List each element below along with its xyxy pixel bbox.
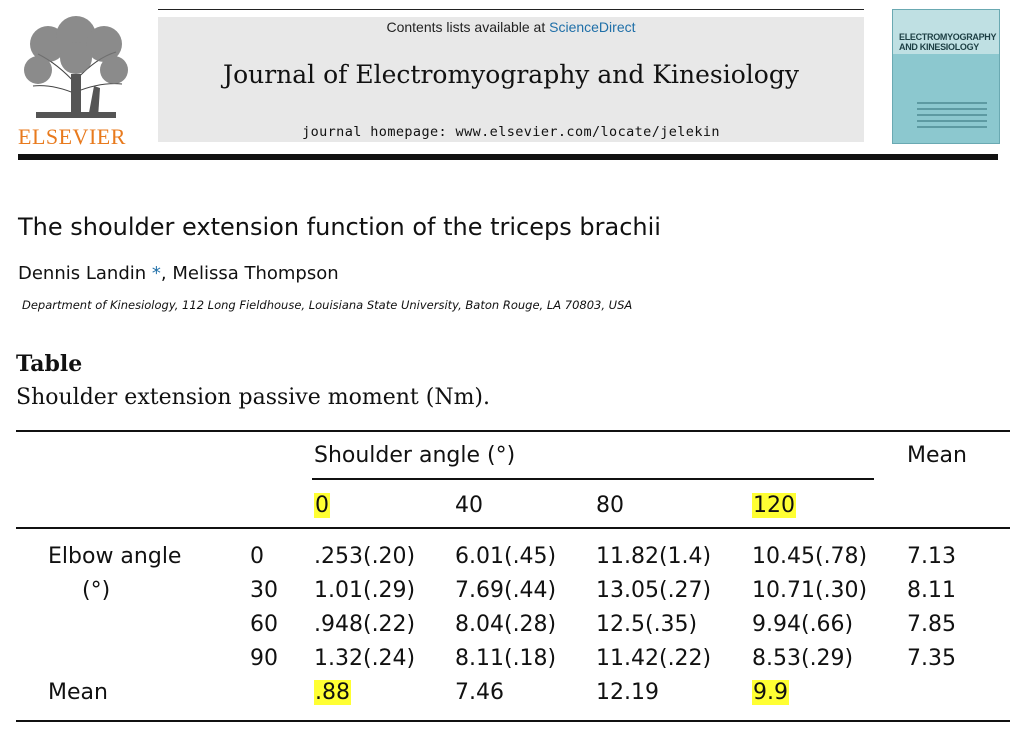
column-mean-120: 9.9 bbox=[752, 680, 789, 705]
table-header-rule bbox=[16, 527, 1010, 529]
table-cell: 11.82(1.4) bbox=[596, 544, 712, 569]
row-mean: 7.35 bbox=[907, 646, 956, 671]
table-cell: 1.32(.24) bbox=[314, 646, 416, 671]
table-cell: 10.71(.30) bbox=[752, 578, 868, 603]
table-cell: 9.94(.66) bbox=[752, 612, 854, 637]
row-mean: 8.11 bbox=[907, 578, 956, 603]
elbow-angle-value: 30 bbox=[250, 578, 278, 603]
row-mean: 7.13 bbox=[907, 544, 956, 569]
table-cell: 13.05(.27) bbox=[596, 578, 712, 603]
author-affiliation: Department of Kinesiology, 112 Long Fiel… bbox=[22, 298, 633, 312]
column-mean-40: 7.46 bbox=[455, 680, 504, 705]
shoulder-angle-40-header: 40 bbox=[455, 493, 483, 518]
table-top-rule bbox=[16, 430, 1010, 432]
row-mean: 7.85 bbox=[907, 612, 956, 637]
elbow-angle-value: 0 bbox=[250, 544, 264, 569]
mean-column-header: Mean bbox=[907, 443, 967, 468]
table-cell: 10.45(.78) bbox=[752, 544, 868, 569]
author-list: Dennis Landin *, Melissa Thompson bbox=[18, 263, 339, 284]
column-mean-80: 12.19 bbox=[596, 680, 659, 705]
journal-homepage-link[interactable]: journal homepage: www.elsevier.com/locat… bbox=[302, 124, 720, 140]
shoulder-angle-120-header: 120 bbox=[752, 493, 796, 518]
cover-title: ELECTROMYOGRAPHY AND KINESIOLOGY bbox=[899, 32, 997, 52]
header-bottom-rule bbox=[18, 154, 998, 160]
elbow-angle-value: 60 bbox=[250, 612, 278, 637]
sciencedirect-link[interactable]: ScienceDirect bbox=[549, 19, 636, 35]
contents-line: Contents lists available at ScienceDirec… bbox=[158, 19, 864, 35]
table-cell: 6.01(.45) bbox=[455, 544, 557, 569]
elbow-angle-label: Elbow angle bbox=[48, 544, 182, 569]
contents-prefix: Contents lists available at bbox=[386, 19, 550, 35]
journal-title: Journal of Electromyography and Kinesiol… bbox=[223, 60, 799, 89]
article-title: The shoulder extension function of the t… bbox=[18, 213, 661, 241]
publisher-name: ELSEVIER bbox=[18, 124, 126, 149]
author-name[interactable]: Melissa Thompson bbox=[172, 263, 339, 284]
table-label: Table bbox=[16, 351, 83, 377]
table-cell: 8.04(.28) bbox=[455, 612, 557, 637]
table-cell: 11.42(.22) bbox=[596, 646, 712, 671]
table-bottom-rule bbox=[16, 720, 1010, 722]
table-cell: 7.69(.44) bbox=[455, 578, 557, 603]
shoulder-angle-header: Shoulder angle (°) bbox=[314, 443, 516, 468]
shoulder-span-rule bbox=[312, 478, 874, 480]
table-cell: 8.11(.18) bbox=[455, 646, 557, 671]
table-cell: 8.53(.29) bbox=[752, 646, 854, 671]
table-caption: Shoulder extension passive moment (Nm). bbox=[16, 385, 491, 410]
author-separator: , bbox=[160, 263, 173, 284]
journal-cover: ELECTROMYOGRAPHY AND KINESIOLOGY bbox=[892, 9, 1000, 144]
mean-row-label: Mean bbox=[48, 680, 108, 705]
shoulder-angle-0-header: 0 bbox=[314, 493, 330, 518]
journal-banner bbox=[158, 17, 864, 142]
table-cell: .948(.22) bbox=[314, 612, 416, 637]
table-cell: 12.5(.35) bbox=[596, 612, 698, 637]
header-top-rule bbox=[158, 9, 864, 10]
corresponding-author-star[interactable]: * bbox=[146, 263, 161, 284]
elbow-angle-unit: (°) bbox=[82, 578, 111, 603]
column-mean-0: .88 bbox=[314, 680, 351, 705]
table-cell: 1.01(.29) bbox=[314, 578, 416, 603]
elsevier-tree-logo bbox=[18, 14, 134, 120]
table-cell: .253(.20) bbox=[314, 544, 416, 569]
author-name[interactable]: Dennis Landin bbox=[18, 263, 147, 284]
elbow-angle-value: 90 bbox=[250, 646, 278, 671]
shoulder-angle-80-header: 80 bbox=[596, 493, 624, 518]
